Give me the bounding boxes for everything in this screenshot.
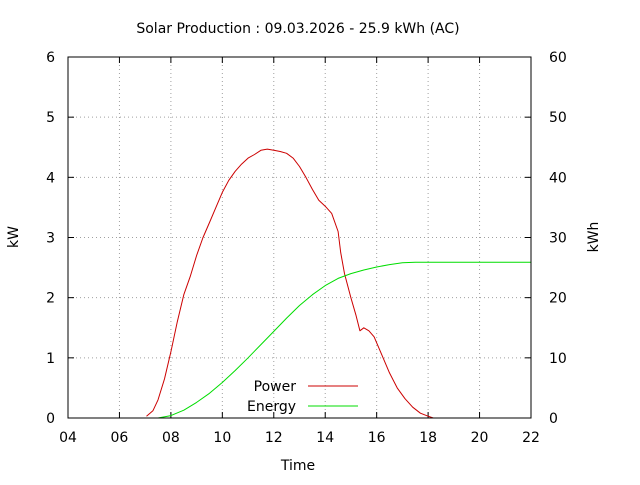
series-line-energy — [157, 261, 531, 419]
x-tick-label: 08 — [162, 430, 180, 446]
left-y-tick-label: 2 — [46, 291, 55, 307]
grid — [68, 57, 531, 418]
x-tick-label: 04 — [59, 430, 77, 446]
left-y-tick-label: 3 — [46, 231, 55, 247]
right-y-tick-label: 0 — [549, 411, 558, 427]
x-tick-label: 14 — [316, 430, 334, 446]
series — [146, 148, 531, 419]
left-y-tick-label: 5 — [46, 110, 55, 126]
left-y-tick-label: 0 — [46, 411, 55, 427]
legend: Power Energy — [247, 379, 358, 415]
right-y-tick-label: 60 — [549, 50, 567, 66]
right-y-axis-label: kWh — [586, 222, 602, 253]
chart-title: Solar Production : 09.03.2026 - 25.9 kWh… — [136, 21, 459, 37]
plot-frame — [67, 56, 532, 419]
x-tick-label: 22 — [522, 430, 540, 446]
x-tick-label: 10 — [213, 430, 231, 446]
x-tick-label: 06 — [111, 430, 129, 446]
axis-ticks — [67, 56, 532, 419]
right-y-tick-label: 50 — [549, 110, 567, 126]
left-y-tick-label: 6 — [46, 50, 55, 66]
x-tick-label: 16 — [368, 430, 386, 446]
x-axis-tick-labels: 04 06 08 10 12 14 16 18 20 22 — [59, 430, 540, 446]
x-tick-label: 20 — [471, 430, 489, 446]
series-line-power — [146, 148, 434, 419]
right-y-axis-tick-labels: 0 10 20 30 40 50 60 — [549, 50, 567, 427]
right-y-tick-label: 10 — [549, 351, 567, 367]
left-y-tick-label: 4 — [46, 170, 55, 186]
left-y-axis-label: kW — [6, 226, 22, 248]
right-y-tick-label: 30 — [549, 231, 567, 247]
x-tick-label: 18 — [419, 430, 437, 446]
left-y-axis-tick-labels: 0 1 2 3 4 5 6 — [46, 50, 55, 427]
x-tick-label: 12 — [265, 430, 283, 446]
right-y-tick-label: 40 — [549, 170, 567, 186]
legend-label-power: Power — [254, 379, 297, 395]
legend-label-energy: Energy — [247, 399, 296, 415]
left-y-tick-label: 1 — [46, 351, 55, 367]
x-axis-label: Time — [280, 458, 315, 474]
right-y-tick-label: 20 — [549, 291, 567, 307]
